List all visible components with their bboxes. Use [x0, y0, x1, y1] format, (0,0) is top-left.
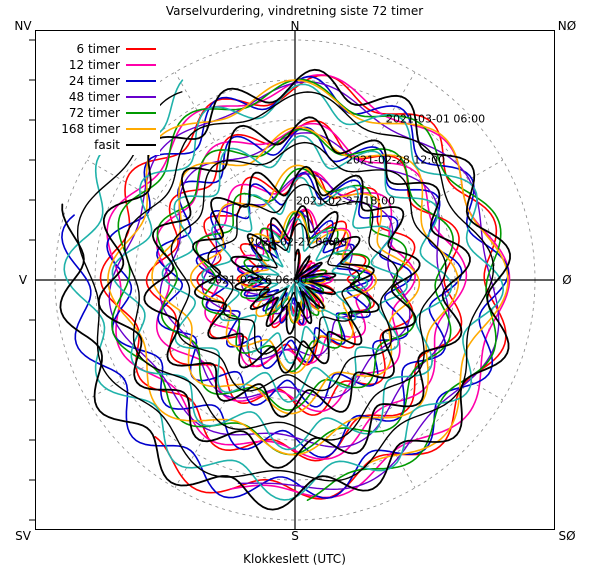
legend-swatch [126, 48, 156, 50]
chart-title: Varselvurdering, vindretning siste 72 ti… [0, 4, 589, 18]
legend-label: 48 timer [60, 90, 126, 104]
chart-root: Varselvurdering, vindretning siste 72 ti… [0, 0, 589, 570]
legend: 6 timer 12 timer 24 timer 48 timer 72 timer 1… [56, 39, 160, 155]
legend-label: fasit [60, 138, 126, 152]
legend-row: 168 timer [60, 121, 156, 137]
compass-W: V [19, 273, 27, 287]
legend-row: 24 timer [60, 73, 156, 89]
legend-label: 168 timer [60, 122, 126, 136]
legend-swatch [126, 144, 156, 146]
legend-swatch [126, 96, 156, 98]
compass-NW: NV [14, 19, 31, 33]
compass-SW: SV [15, 529, 31, 543]
legend-swatch [126, 112, 156, 114]
legend-label: 72 timer [60, 106, 126, 120]
compass-SE: SØ [558, 529, 575, 543]
time-label: 2021-02-28 12:00 [346, 154, 445, 167]
compass-NE: NØ [558, 19, 576, 33]
legend-swatch [126, 64, 156, 66]
time-label: 2021-02-27 00:00 [248, 236, 347, 249]
time-label: 2021-02-26 06:00 [208, 274, 307, 287]
compass-S: S [291, 529, 299, 543]
legend-swatch [126, 128, 156, 130]
legend-row: 72 timer [60, 105, 156, 121]
x-axis-label: Klokkeslett (UTC) [0, 552, 589, 566]
compass-N: N [291, 19, 300, 33]
legend-swatch [126, 80, 156, 82]
legend-row: 6 timer [60, 41, 156, 57]
legend-row: fasit [60, 137, 156, 153]
legend-row: 12 timer [60, 57, 156, 73]
legend-row: 48 timer [60, 89, 156, 105]
time-label: 2021-02-27 18:00 [296, 195, 395, 208]
legend-label: 12 timer [60, 58, 126, 72]
compass-E: Ø [562, 273, 571, 287]
legend-label: 24 timer [60, 74, 126, 88]
time-label: 2021-03-01 06:00 [386, 113, 485, 126]
legend-label: 6 timer [60, 42, 126, 56]
